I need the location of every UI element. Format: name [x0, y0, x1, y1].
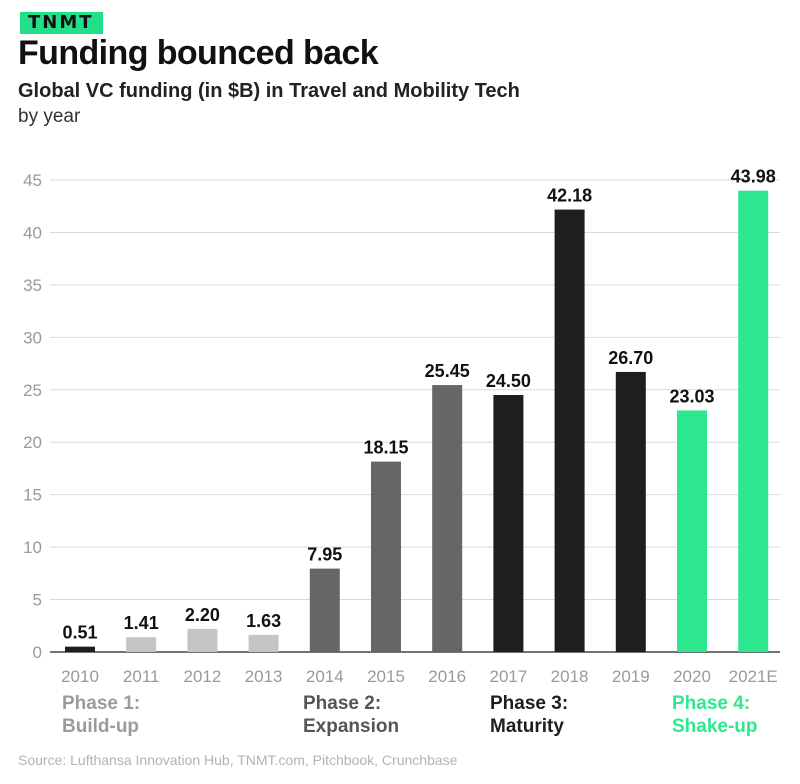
phase-1-label: Phase 1: Build-up — [62, 692, 140, 738]
bar-value-label: 0.51 — [62, 623, 97, 643]
bar-value-label: 1.41 — [124, 613, 159, 633]
x-tick-label: 2013 — [245, 667, 283, 686]
x-tick-label: 2015 — [367, 667, 405, 686]
phase-3-label: Phase 3: Maturity — [490, 692, 568, 738]
bar — [493, 395, 524, 652]
bar-value-label: 2.20 — [185, 605, 220, 625]
bar-value-label: 42.18 — [547, 186, 592, 206]
x-tick-label: 2011 — [123, 667, 160, 686]
source-note: Source: Lufthansa Innovation Hub, TNMT.c… — [18, 752, 458, 768]
bar-value-label: 43.98 — [731, 167, 776, 187]
phase-4-name: Shake-up — [672, 716, 758, 737]
bar — [248, 634, 279, 652]
phase-3-title: Phase 3: — [490, 693, 569, 714]
bar — [309, 568, 340, 652]
bar — [615, 371, 646, 652]
y-tick-label: 45 — [23, 171, 42, 190]
x-tick-label: 2012 — [183, 667, 221, 686]
phase-2-name: Expansion — [303, 716, 400, 737]
bar — [187, 628, 218, 652]
x-tick-label: 2010 — [61, 667, 99, 686]
y-tick-label: 25 — [23, 381, 42, 400]
chart-subtitle: Global VC funding (in $B) in Travel and … — [18, 80, 520, 102]
bar — [126, 637, 157, 652]
bar — [677, 410, 707, 652]
x-tick-label: 2016 — [428, 667, 466, 686]
chart-title: Funding bounced back — [18, 34, 379, 72]
bar-value-label: 18.15 — [363, 438, 408, 458]
y-tick-label: 30 — [23, 328, 42, 347]
bar-value-label: 25.45 — [425, 361, 470, 381]
x-tick-label: 2014 — [306, 667, 344, 686]
x-tick-label: 2018 — [551, 667, 589, 686]
phase-2-title: Phase 2: — [303, 693, 382, 714]
y-tick-label: 10 — [23, 538, 42, 557]
bar — [65, 646, 95, 652]
bar-value-label: 7.95 — [307, 545, 342, 565]
y-tick-label: 5 — [33, 591, 42, 610]
phase-1-title: Phase 1: — [62, 693, 141, 714]
phase-1-name: Build-up — [62, 716, 140, 737]
phase-2-label: Phase 2: Expansion — [303, 692, 399, 738]
y-tick-label: 15 — [23, 486, 42, 505]
chart-subtitle-period: by year — [18, 106, 81, 127]
x-tick-label: 2017 — [489, 667, 527, 686]
bar-value-label: 26.70 — [608, 348, 653, 368]
x-tick-label: 2020 — [673, 667, 711, 686]
bar — [371, 461, 401, 652]
y-tick-label: 0 — [33, 643, 42, 662]
bar — [554, 209, 585, 652]
bar-value-label: 24.50 — [486, 371, 531, 391]
bar — [432, 385, 463, 652]
bar-value-label: 1.63 — [246, 611, 281, 631]
x-tick-label: 2019 — [612, 667, 650, 686]
phase-4-title: Phase 4: — [672, 693, 751, 714]
phase-3-name: Maturity — [490, 716, 564, 737]
y-tick-label: 40 — [23, 223, 42, 242]
phase-4-label: Phase 4: Shake-up — [672, 692, 758, 738]
y-tick-label: 20 — [23, 433, 42, 452]
x-tick-label: 2021E — [729, 667, 778, 686]
bar-value-label: 23.03 — [669, 386, 714, 406]
brand-logo: TNMT — [20, 12, 103, 34]
y-tick-label: 35 — [23, 276, 42, 295]
bar — [738, 190, 769, 652]
